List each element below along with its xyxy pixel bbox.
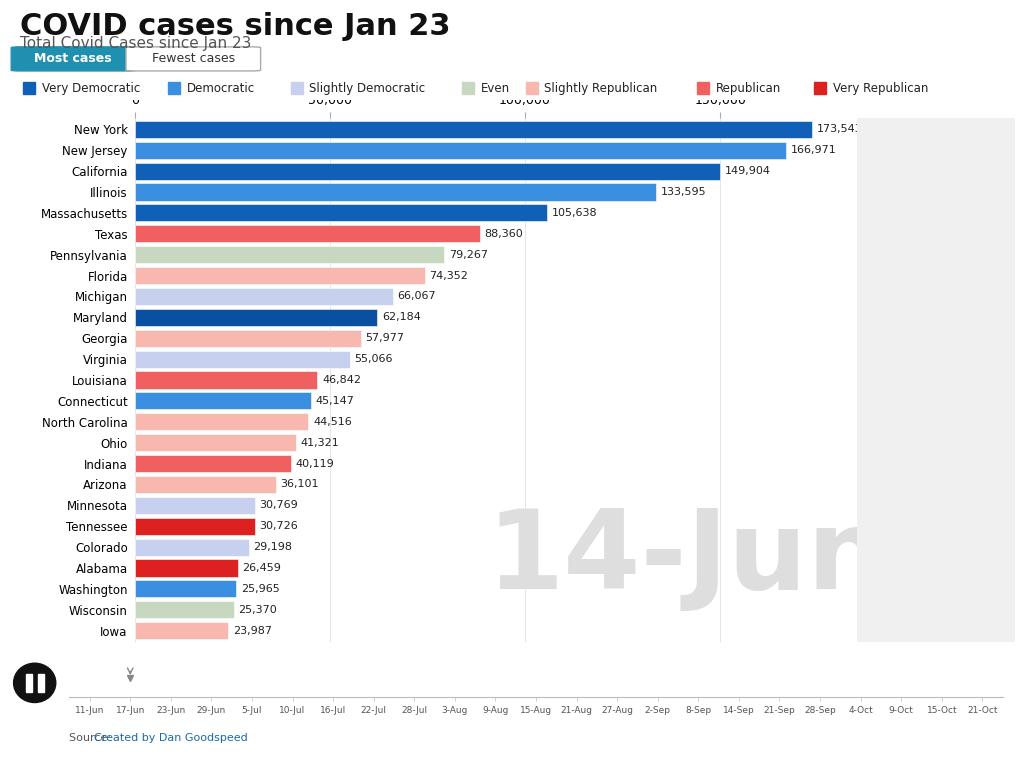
Text: Created by Dan Goodspeed: Created by Dan Goodspeed — [94, 733, 248, 743]
Text: Very Democratic: Very Democratic — [42, 82, 140, 95]
Bar — [135, 225, 479, 242]
Text: Very Republican: Very Republican — [833, 82, 927, 95]
Text: Slightly Democratic: Slightly Democratic — [309, 82, 425, 95]
Bar — [135, 141, 786, 159]
Bar — [135, 163, 719, 179]
Text: 57,977: 57,977 — [365, 333, 405, 344]
Bar — [135, 392, 311, 410]
Circle shape — [13, 663, 56, 702]
Text: Slightly Republican: Slightly Republican — [544, 82, 657, 95]
Bar — [135, 183, 655, 201]
Text: 66,067: 66,067 — [396, 291, 435, 302]
Text: 36,101: 36,101 — [280, 480, 318, 489]
Text: Democratic: Democratic — [186, 82, 255, 95]
Bar — [135, 476, 275, 493]
Bar — [135, 413, 308, 430]
Text: 40,119: 40,119 — [296, 458, 334, 469]
Bar — [135, 497, 255, 514]
Text: Fewest cases: Fewest cases — [152, 52, 234, 65]
Text: 25,965: 25,965 — [240, 584, 279, 594]
Text: 44,516: 44,516 — [313, 416, 352, 427]
Text: 41,321: 41,321 — [301, 438, 339, 448]
Bar — [135, 288, 392, 305]
Bar — [135, 309, 377, 326]
Text: 29,198: 29,198 — [253, 542, 292, 552]
Bar — [135, 121, 811, 138]
Bar — [135, 246, 443, 263]
Text: 46,842: 46,842 — [322, 375, 361, 385]
Bar — [135, 455, 291, 472]
FancyBboxPatch shape — [11, 47, 136, 71]
Text: Source:: Source: — [69, 733, 115, 743]
Text: 79,267: 79,267 — [448, 249, 487, 260]
Text: Even: Even — [480, 82, 510, 95]
Text: Total Covid Cases since Jan 23: Total Covid Cases since Jan 23 — [20, 36, 252, 52]
Bar — [135, 539, 249, 556]
Text: 23,987: 23,987 — [232, 625, 272, 635]
Text: Most cases: Most cases — [35, 52, 112, 65]
Text: 166,971: 166,971 — [791, 145, 836, 155]
Text: 133,595: 133,595 — [660, 187, 706, 197]
Text: 30,769: 30,769 — [259, 500, 298, 511]
Bar — [135, 267, 425, 284]
Bar — [135, 434, 296, 451]
Text: 45,147: 45,147 — [315, 396, 354, 406]
Text: 30,726: 30,726 — [259, 521, 298, 531]
Bar — [135, 372, 317, 388]
Text: Republican: Republican — [715, 82, 781, 95]
Bar — [38, 673, 44, 692]
Bar — [135, 622, 228, 639]
Text: 74,352: 74,352 — [429, 271, 468, 280]
Text: 173,543: 173,543 — [816, 125, 862, 135]
Text: COVID cases since Jan 23: COVID cases since Jan 23 — [20, 12, 450, 41]
Text: 55,066: 55,066 — [354, 354, 392, 364]
Bar — [135, 518, 255, 535]
Text: 25,370: 25,370 — [238, 605, 277, 615]
Bar — [135, 204, 546, 221]
Text: 26,459: 26,459 — [243, 563, 281, 573]
Bar — [135, 601, 233, 619]
Text: 88,360: 88,360 — [484, 229, 523, 239]
Text: 149,904: 149,904 — [723, 166, 769, 176]
Bar — [135, 559, 237, 577]
Text: 105,638: 105,638 — [551, 208, 597, 218]
Bar — [135, 330, 361, 347]
Bar — [135, 350, 350, 368]
Text: 62,184: 62,184 — [382, 312, 421, 322]
Bar — [135, 581, 235, 597]
FancyBboxPatch shape — [126, 47, 261, 71]
Text: 14-Jun: 14-Jun — [486, 505, 887, 612]
Bar — [25, 673, 32, 692]
